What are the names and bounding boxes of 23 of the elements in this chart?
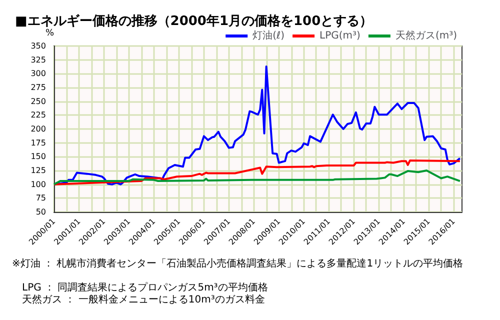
y-tick-label: 175: [30, 138, 46, 148]
legend-label: 灯油(ℓ): [252, 30, 285, 42]
y-tick-label: 125: [30, 166, 46, 175]
y-tick-label: 325: [30, 55, 46, 64]
legend-label: 天然ガス(m³): [395, 30, 458, 42]
y-tick-label: 225: [30, 110, 46, 120]
line-series: [53, 170, 461, 186]
y-tick-label: 300: [30, 69, 46, 78]
y-tick-label: 275: [30, 83, 46, 92]
legend-label: LPG(m³): [320, 30, 361, 42]
y-tick-label: 75: [36, 194, 46, 203]
y-axis-title: %: [45, 28, 54, 38]
y-tick-label: 250: [30, 96, 46, 106]
line-series: [53, 160, 461, 186]
chart-title: ■エネルギー価格の推移（2000年1月の価格を100とする）: [15, 14, 373, 29]
y-tick-label: 50: [36, 208, 46, 216]
text: LPG ： 同調査結果によるプロパンガス5m³の平均価格: [22, 282, 268, 294]
y-tick-label: 100: [30, 180, 46, 189]
text: ※灯油 ： 札幌市消費者センター「石油製品小売価格調査結果」による多量配達1リットルの平均価格: [12, 258, 464, 270]
text: 天然ガス ： 一般料金メニューによる10m³のガス料金: [22, 294, 265, 306]
y-tick-label: 350: [30, 42, 46, 50]
y-tick-label: 200: [30, 124, 46, 134]
y-tick-label: 150: [30, 152, 46, 162]
